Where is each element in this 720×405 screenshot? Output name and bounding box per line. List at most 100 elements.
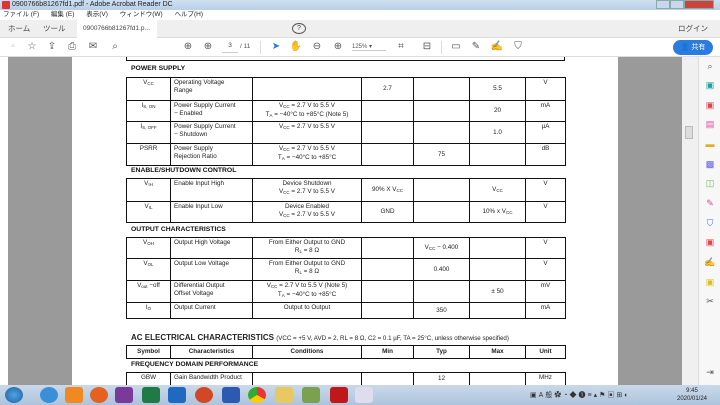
cell-unit: mA — [525, 100, 566, 122]
fit-page-icon[interactable]: ⌗ — [398, 41, 404, 52]
vertical-scrollbar[interactable] — [682, 57, 698, 385]
comment-icon[interactable]: ▭ — [451, 41, 461, 52]
tab-home[interactable]: ホーム — [8, 24, 31, 33]
print-icon[interactable]: ⎙ — [68, 41, 76, 52]
cell-typ: 75 — [413, 143, 470, 166]
cell-symbol: Symbol — [126, 345, 171, 359]
previous-table-bottom — [126, 57, 565, 61]
cell-typ — [413, 178, 470, 202]
onenote-icon[interactable] — [115, 387, 133, 403]
cell-symbol: GBW — [126, 372, 171, 386]
app-icon[interactable] — [302, 387, 320, 403]
export-pdf-icon[interactable]: ▣ — [705, 80, 715, 90]
tab-document[interactable]: 0900766b81267fd1.p... × — [77, 20, 157, 50]
menu-file[interactable]: ファイル (F) — [3, 11, 40, 18]
system-tray-icons[interactable]: ▣A般✿◔◆❶≡▴⚑▣⊞◐ — [530, 392, 631, 399]
cell-characteristic: Output Current — [170, 302, 253, 319]
pdf-edit-icon[interactable]: ▣ — [705, 237, 715, 247]
share-button[interactable]: 👤 共有 — [673, 40, 713, 55]
cell-conditions — [252, 77, 362, 101]
comment-tool-icon[interactable]: ▬ — [705, 139, 715, 149]
cell-unit: µA — [525, 121, 566, 144]
star-icon[interactable]: ☆ — [27, 41, 37, 52]
ie-icon[interactable] — [40, 387, 58, 403]
highlight-pen-icon[interactable]: ✎ — [471, 41, 481, 52]
cell-unit: mA — [525, 302, 566, 319]
excel-icon[interactable] — [142, 387, 160, 403]
chrome-icon[interactable] — [248, 387, 266, 403]
sign-icon[interactable]: ✍ — [490, 41, 504, 52]
section-title: POWER SUPPLY — [131, 65, 186, 72]
page-number-input[interactable]: 3 — [222, 42, 238, 53]
word-icon[interactable] — [222, 387, 240, 403]
cell-typ: VCC − 0.400 — [413, 237, 470, 259]
cell-conditions: From Either Output to GND RL = 8 Ω — [252, 237, 362, 259]
menu-edit[interactable]: 編集 (E) — [50, 11, 75, 18]
cell-unit: dB — [525, 143, 566, 166]
section-title: ENABLE/SHUTDOWN CONTROL — [131, 167, 237, 174]
create-pdf-icon[interactable]: ▣ — [705, 100, 715, 110]
login-link[interactable]: ログイン — [678, 24, 708, 33]
menu-bar: ファイル (F) 編集 (E) 表示(V) ウィンドウ(W) ヘルプ(H) — [0, 10, 720, 20]
protect-shield-icon[interactable]: ⛉ — [706, 218, 714, 228]
cell-characteristic: Gain Bandwidth Product — [170, 372, 253, 386]
cell-characteristic: Characteristics — [170, 345, 253, 359]
media-player-icon[interactable] — [65, 387, 83, 403]
compare-icon[interactable]: ◫ — [705, 178, 715, 188]
canvas-background-right — [618, 57, 682, 385]
cell-symbol: IO — [126, 302, 171, 319]
zoom-search-icon[interactable]: ⌕ — [707, 61, 713, 71]
cell-typ: 0.400 — [413, 258, 470, 281]
minimize-button[interactable] — [656, 0, 670, 9]
send-sign-icon[interactable]: ✍ — [704, 257, 716, 267]
menu-help[interactable]: ヘルプ(H) — [174, 11, 204, 18]
start-button[interactable] — [5, 387, 23, 403]
tab-tools[interactable]: ツール — [43, 24, 66, 33]
cell-conditions: Conditions — [252, 345, 362, 359]
scan-ocr-icon[interactable]: ▩ — [705, 159, 715, 169]
organize-pages-icon[interactable]: ▤ — [705, 119, 715, 129]
scroll-mode-icon[interactable]: ⊟ — [422, 41, 432, 52]
prev-page-icon[interactable]: ⊕ — [183, 41, 193, 52]
zoom-out-icon[interactable]: ⊖ — [312, 41, 322, 52]
zoom-select[interactable]: 125% ▾ — [352, 43, 386, 51]
next-page-icon[interactable]: ⊕ — [203, 41, 213, 52]
menu-view[interactable]: 表示(V) — [86, 11, 108, 18]
cell-conditions: VCC = 2.7 V to 5.5 V (Note 5) TA = −40°C … — [252, 280, 362, 303]
firefox-icon[interactable] — [90, 387, 108, 403]
cell-min — [361, 280, 414, 303]
zoom-in-icon[interactable]: ⊕ — [333, 41, 343, 52]
stamp-icon[interactable]: ⛉ — [514, 41, 522, 52]
table-row: VOH Output High Voltage From Either Output… — [126, 237, 566, 259]
search-icon[interactable]: ⌕ — [112, 41, 118, 52]
collapse-pane-icon[interactable]: ⇥ — [706, 367, 714, 377]
fill-sign-icon[interactable]: ✎ — [706, 198, 714, 208]
powerpoint-icon[interactable] — [195, 387, 213, 403]
help-icon[interactable]: ? — [292, 23, 306, 34]
ac-characteristics-heading: AC ELECTRICAL CHARACTERISTICS (VCC = +5 … — [131, 333, 509, 342]
explorer-icon[interactable] — [275, 387, 293, 403]
save-icon[interactable]: ▫ — [11, 41, 15, 52]
close-window-button[interactable] — [684, 0, 714, 9]
clock[interactable]: 9:45 2020/01/24 — [668, 387, 716, 403]
cell-min — [361, 372, 414, 386]
cell-min: 90% X VCC — [361, 178, 414, 202]
select-cursor-icon[interactable]: ➤ — [271, 41, 281, 52]
pen-app-icon[interactable] — [355, 387, 373, 403]
menu-window[interactable]: ウィンドウ(W) — [119, 11, 163, 18]
upload-icon[interactable]: ⇪ — [47, 41, 57, 52]
hand-icon[interactable]: ✋ — [289, 41, 303, 52]
acrobat-taskbar-icon[interactable] — [330, 387, 348, 403]
maximize-button[interactable] — [670, 0, 684, 9]
cell-characteristic: Power Supply Current − Shutdown — [170, 121, 253, 144]
cell-min — [361, 100, 414, 122]
cell-min: Min — [361, 345, 414, 359]
share-icon: 👤 — [680, 44, 690, 51]
scrollbar-thumb[interactable] — [685, 126, 693, 139]
cell-min — [361, 143, 414, 166]
table-row: VIL Enable Input Low Device Enabled VCC = 2… — [126, 201, 566, 223]
send-comment-icon[interactable]: ▣ — [705, 277, 715, 287]
more-tools-icon[interactable]: ✂ — [706, 296, 714, 306]
mail-icon[interactable]: ✉ — [88, 41, 98, 52]
outlook-icon[interactable] — [168, 387, 186, 403]
